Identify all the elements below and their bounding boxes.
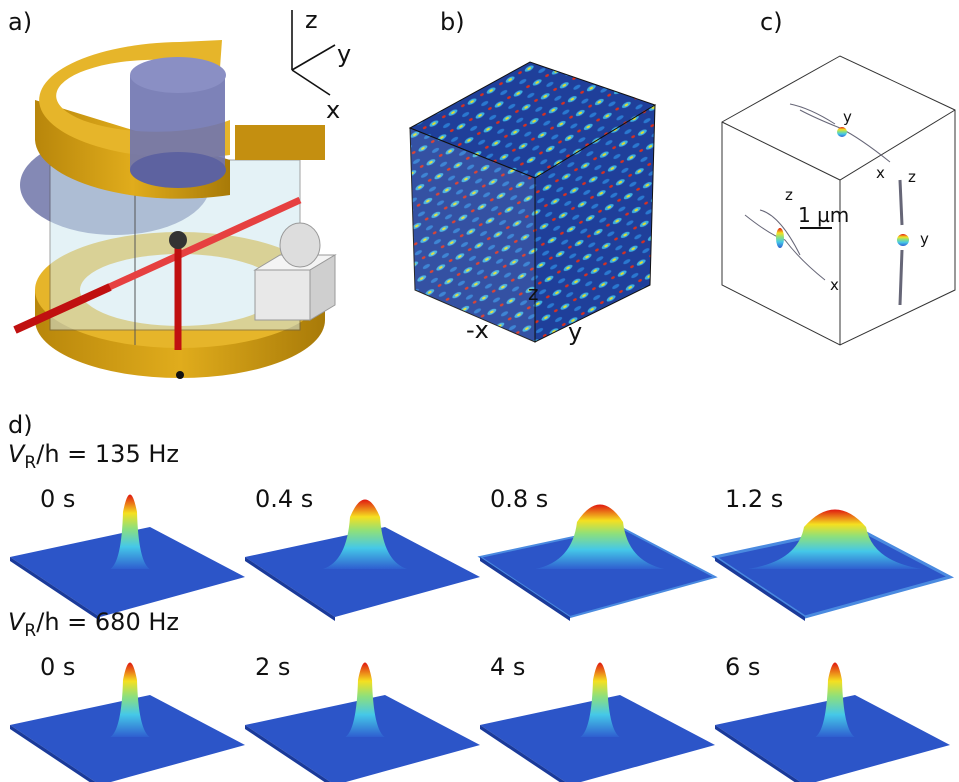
scale-bar-label: 1 µm (798, 203, 849, 227)
axis-label: x (326, 96, 340, 124)
panel-label: a) (8, 8, 32, 36)
time-label: 1.2 s (725, 485, 783, 513)
speckle-cube (408, 61, 657, 343)
row-label-rest: /h = 680 Hz (36, 608, 179, 636)
surface-edge (245, 557, 335, 621)
surface-edge (480, 725, 566, 782)
surface (10, 527, 245, 617)
density-spot (837, 127, 847, 137)
axis-label: z (305, 6, 318, 34)
row-label: VR/h = 135 Hz (8, 440, 179, 473)
surface-edge (10, 725, 96, 782)
time-label: 2 s (255, 653, 290, 681)
axis-label: x (830, 276, 839, 294)
surface-peak (580, 662, 620, 737)
surface (480, 695, 715, 782)
time-label: 6 s (725, 653, 760, 681)
axis-label: y (843, 108, 852, 126)
surface (10, 695, 245, 782)
surface-peak (323, 499, 407, 569)
time-label: 4 s (490, 653, 525, 681)
surface-edge (10, 557, 100, 621)
surface-peak (345, 662, 385, 737)
axis-triad (291, 10, 336, 96)
surface (245, 527, 480, 617)
time-label: 0.8 s (490, 485, 548, 513)
surface-edge (715, 557, 805, 621)
row-label-sub: R (24, 621, 36, 641)
surface-peak (748, 509, 922, 569)
surface-edge (245, 725, 331, 782)
time-label: 0 s (40, 653, 75, 681)
axis-label: x (876, 164, 885, 182)
panel-label: c) (760, 8, 783, 36)
surface-peak (535, 504, 665, 569)
row-label-var: V (8, 440, 26, 468)
row-label-rest: /h = 135 Hz (36, 440, 179, 468)
surface-edge (715, 725, 801, 782)
surface (715, 695, 950, 782)
time-label: 0.4 s (255, 485, 313, 513)
apparatus (13, 40, 337, 379)
time-label: 0 s (40, 485, 75, 513)
density-spot (776, 228, 784, 248)
row-label-sub: R (24, 453, 36, 473)
axis-label: y (568, 318, 582, 346)
row-label-var: V (8, 608, 26, 636)
axis-label: z (785, 186, 793, 204)
axis-label: y (920, 230, 929, 248)
surface-edge (480, 557, 570, 621)
panel-label: b) (440, 8, 465, 36)
axis-label: -x (466, 316, 489, 344)
surface-peak (110, 494, 150, 569)
axis-label: z (908, 168, 916, 186)
surface-peak (815, 662, 855, 737)
axis-label: z (528, 281, 539, 305)
density-spot (897, 234, 909, 246)
panel-label: d) (8, 411, 33, 439)
density-cube (721, 55, 956, 346)
row-label: VR/h = 680 Hz (8, 608, 179, 641)
time-series: VR/h = 135 Hz0 s 0.4 s 0.8 s 1.2 sVR/h = 68… (8, 440, 955, 782)
surface-peak (110, 662, 150, 737)
surface (245, 695, 480, 782)
axis-label: y (337, 40, 351, 68)
